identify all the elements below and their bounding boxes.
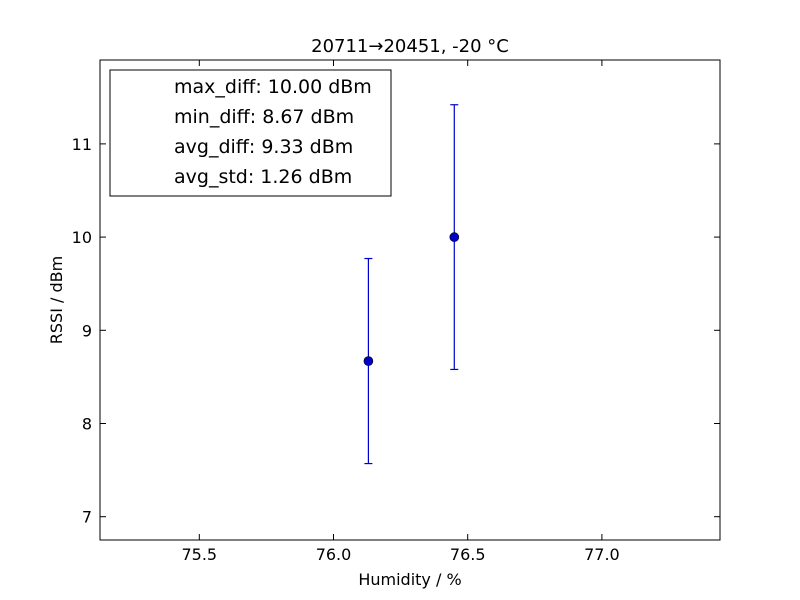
y-tick-label: 11 <box>72 135 92 154</box>
legend-entry-avg-diff: avg_diff: 9.33 dBm <box>174 136 353 158</box>
data-point <box>363 356 374 366</box>
x-tick-label: 76.5 <box>450 545 486 564</box>
x-tick-label: 76.0 <box>316 545 352 564</box>
legend-entry-min-diff: min_diff: 8.67 dBm <box>174 106 354 128</box>
y-tick-label: 10 <box>72 228 92 247</box>
y-tick-label: 7 <box>82 508 92 527</box>
data-series <box>363 104 460 465</box>
y-axis: 7 8 9 10 11 <box>72 135 720 527</box>
x-axis: 75.5 76.0 76.5 77.0 <box>181 60 620 564</box>
x-tick-label: 75.5 <box>181 545 217 564</box>
y-axis-label: RSSI / dBm <box>47 256 66 344</box>
y-tick-label: 8 <box>82 414 92 433</box>
legend-box <box>109 69 392 197</box>
y-tick-label: 9 <box>82 321 92 340</box>
data-point <box>449 232 460 242</box>
chart-title: 20711→20451, -20 °C <box>311 36 509 57</box>
legend: max_diff: 10.00 dBm min_diff: 8.67 dBm a… <box>109 69 392 197</box>
legend-entry-avg-std: avg_std: 1.26 dBm <box>174 166 352 188</box>
legend-entry-max-diff: max_diff: 10.00 dBm <box>174 76 372 98</box>
x-tick-label: 77.0 <box>584 545 620 564</box>
x-axis-label: Humidity / % <box>358 570 461 589</box>
